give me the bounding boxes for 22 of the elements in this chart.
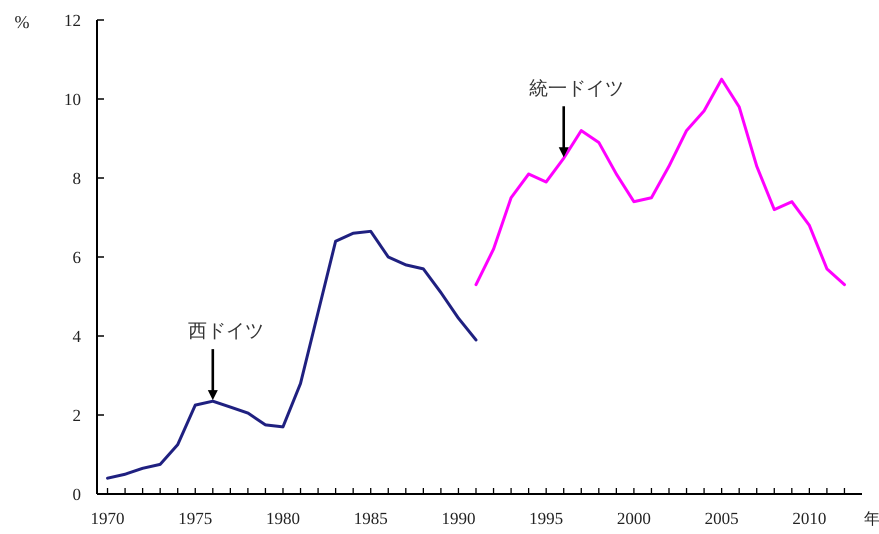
- y-tick-label: 4: [72, 327, 82, 346]
- text: 統一ドイツ: [529, 77, 624, 100]
- y-axis-title: %: [14, 12, 30, 32]
- y-tick-label: 8: [72, 169, 81, 188]
- line-series: [106, 230, 478, 480]
- x-tick-label: 1985: [354, 509, 388, 528]
- x-axis-title: 年: [864, 511, 879, 528]
- y-tick-label: 0: [72, 485, 81, 504]
- x-tick-label: 1970: [90, 509, 125, 528]
- x-tick-label: 1990: [441, 509, 476, 528]
- x-tick-label: 1975: [178, 509, 212, 528]
- x-tick-label: 2010: [792, 509, 826, 528]
- x-tick-label: 1980: [266, 509, 300, 528]
- y-tick-label: 6: [72, 248, 81, 267]
- y-tick-label: 10: [64, 90, 81, 109]
- x-tick-label: 1995: [529, 509, 564, 528]
- x-tick-label: 2000: [616, 509, 651, 528]
- text: 西ドイツ: [188, 320, 264, 342]
- y-tick-label: 2: [72, 406, 81, 425]
- line-series: [474, 78, 846, 286]
- y-tick-label: 12: [64, 11, 81, 30]
- x-tick-label: 2005: [704, 509, 739, 528]
